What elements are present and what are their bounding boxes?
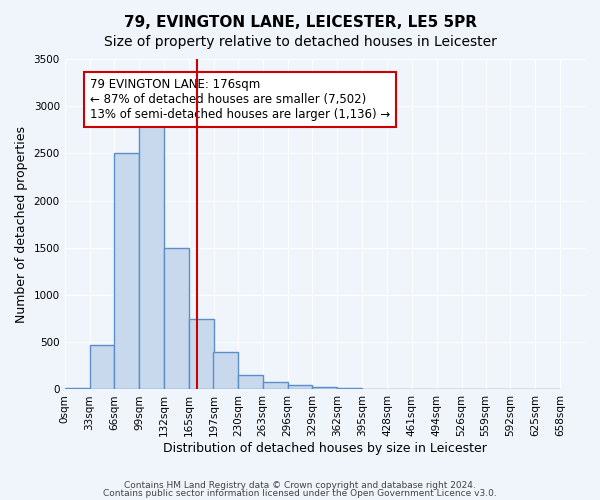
Text: 79, EVINGTON LANE, LEICESTER, LE5 5PR: 79, EVINGTON LANE, LEICESTER, LE5 5PR [124, 15, 476, 30]
Text: Contains HM Land Registry data © Crown copyright and database right 2024.: Contains HM Land Registry data © Crown c… [124, 481, 476, 490]
Text: Size of property relative to detached houses in Leicester: Size of property relative to detached ho… [104, 35, 496, 49]
Text: 79 EVINGTON LANE: 176sqm
← 87% of detached houses are smaller (7,502)
13% of sem: 79 EVINGTON LANE: 176sqm ← 87% of detach… [89, 78, 390, 121]
Bar [337, 388, 362, 390]
Bar [89, 345, 115, 390]
Bar [287, 384, 313, 390]
Bar [263, 382, 287, 390]
Text: Contains public sector information licensed under the Open Government Licence v3: Contains public sector information licen… [103, 488, 497, 498]
Bar [362, 388, 387, 390]
Bar [115, 154, 139, 390]
Bar [189, 318, 214, 390]
Y-axis label: Number of detached properties: Number of detached properties [15, 126, 28, 322]
Bar [313, 386, 337, 390]
Bar [139, 125, 164, 390]
Bar [164, 248, 189, 390]
Bar [65, 388, 89, 390]
Bar [213, 352, 238, 390]
Bar [238, 376, 263, 390]
X-axis label: Distribution of detached houses by size in Leicester: Distribution of detached houses by size … [163, 442, 487, 455]
